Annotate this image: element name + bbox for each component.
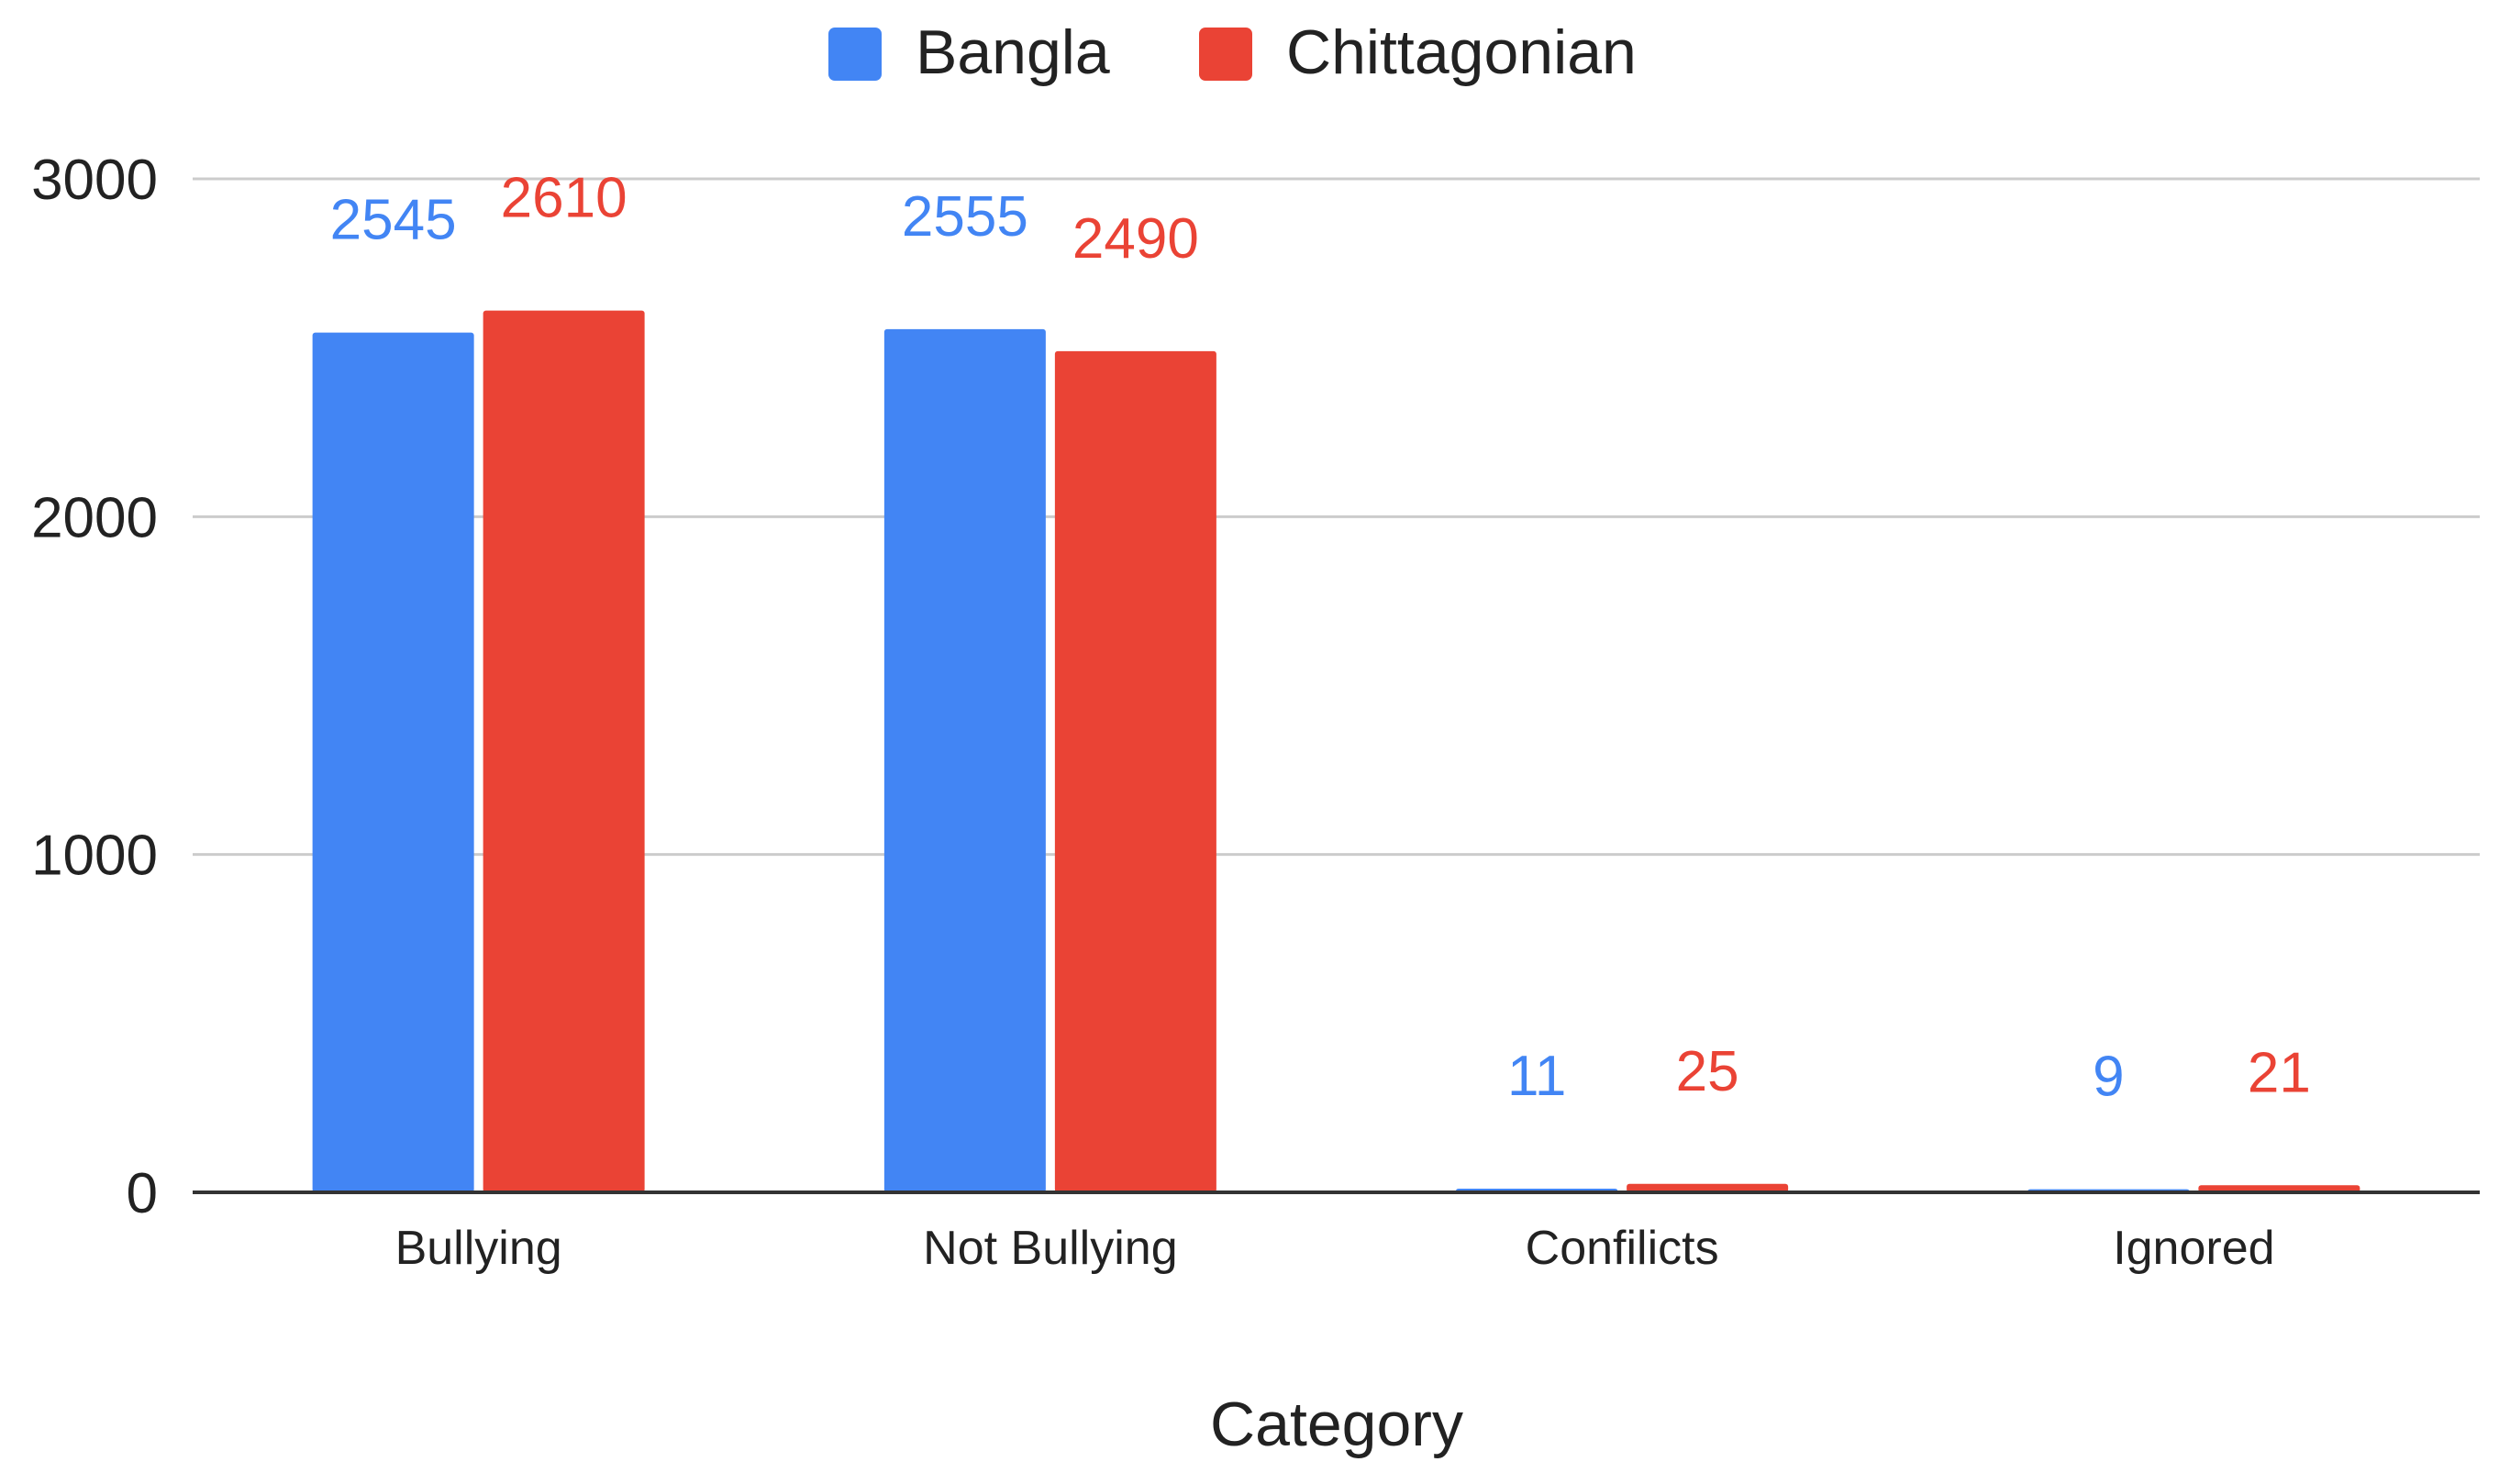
bar <box>483 310 645 1192</box>
data-label: 11 <box>1507 1045 1566 1108</box>
x-tick-label: Confilicts <box>1526 1222 1719 1275</box>
data-label: 2545 <box>330 189 457 252</box>
x-tick-label: Not Bullying <box>923 1222 1177 1275</box>
y-axis-tick-labels: 0 1000 2000 3000 <box>31 149 158 1225</box>
legend-label: Bangla <box>916 17 1110 87</box>
y-tick-label: 3000 <box>31 149 158 212</box>
legend-swatch <box>1199 28 1252 81</box>
bar <box>883 328 1046 1192</box>
bar <box>312 332 474 1192</box>
x-tick-label: Bullying <box>395 1222 562 1275</box>
y-tick-label: 0 <box>127 1162 158 1225</box>
legend-label: Chittagonian <box>1286 17 1637 87</box>
bars <box>312 310 2360 1193</box>
data-labels: 2545 2610 2555 2490 11 25 9 21 <box>330 167 2311 1109</box>
data-label: 9 <box>2093 1046 2124 1109</box>
data-label: 2555 <box>902 185 1028 249</box>
data-label: 21 <box>2248 1041 2311 1104</box>
x-axis-tick-labels: Bullying Not Bullying Confilicts Ignored <box>395 1222 2275 1275</box>
x-tick-label: Ignored <box>2113 1222 2274 1275</box>
data-label: 2490 <box>1072 207 1199 271</box>
bar <box>1627 1183 1789 1192</box>
bar <box>1054 350 1216 1193</box>
legend: Bangla Chittagonian <box>828 17 1637 87</box>
x-axis-title: Category <box>1210 1390 1463 1459</box>
y-tick-label: 1000 <box>31 825 158 888</box>
y-tick-label: 2000 <box>31 486 158 549</box>
legend-swatch <box>828 28 882 81</box>
data-label: 25 <box>1676 1040 1739 1103</box>
data-label: 2610 <box>501 167 628 230</box>
